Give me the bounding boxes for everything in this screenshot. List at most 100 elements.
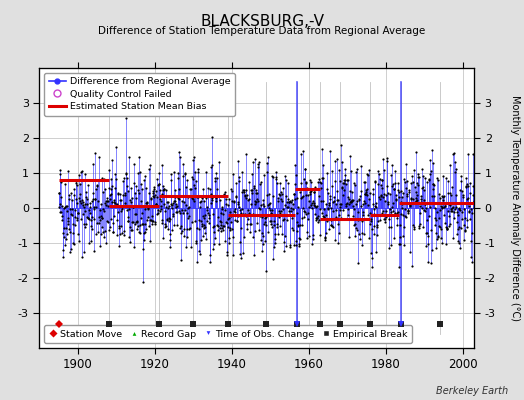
Point [289, 242, 298, 248]
Point [106, 224, 114, 231]
Point [96, 213, 105, 219]
Point [129, 160, 138, 167]
Point [183, 225, 191, 232]
Point [152, 201, 160, 208]
Point [275, 214, 283, 220]
Point [150, 186, 159, 192]
Point [229, 234, 237, 241]
Point [160, 200, 169, 207]
Point [231, 206, 239, 212]
Point [133, 218, 141, 224]
Point [154, 210, 162, 216]
Point [221, 238, 230, 244]
Point [303, 216, 312, 223]
Point [355, 216, 364, 222]
Point [159, 186, 167, 193]
Point [305, 191, 314, 197]
Point [99, 214, 107, 221]
Point [271, 236, 280, 242]
Point [439, 197, 447, 203]
Point [379, 156, 387, 162]
Point [57, 194, 66, 200]
Point [423, 259, 432, 266]
Point [402, 178, 411, 184]
Point [239, 189, 248, 196]
Point [122, 170, 130, 176]
Point [104, 219, 113, 225]
Point [175, 186, 183, 192]
Point [59, 230, 68, 236]
Point [195, 248, 203, 254]
Point [405, 206, 413, 213]
Point [327, 222, 335, 228]
Point [422, 205, 430, 212]
Point [304, 209, 312, 216]
Point [466, 216, 475, 222]
Point [209, 197, 217, 203]
Point [243, 192, 252, 198]
Point [299, 204, 307, 211]
Point [192, 239, 201, 246]
Point [232, 193, 240, 199]
Point [227, 213, 236, 219]
Point [74, 210, 82, 216]
Point [389, 180, 397, 187]
Point [177, 257, 185, 263]
Point [464, 182, 472, 189]
Point [252, 198, 260, 205]
Point [225, 234, 234, 241]
Point [417, 193, 425, 200]
Point [279, 184, 288, 191]
Point [190, 198, 198, 204]
Point [388, 204, 397, 211]
Point [61, 181, 69, 188]
Point [390, 186, 398, 192]
Point [198, 195, 206, 201]
Point [365, 196, 373, 202]
Point [362, 191, 370, 197]
Point [247, 187, 255, 193]
Point [249, 252, 258, 258]
Point [383, 154, 391, 161]
Point [180, 171, 189, 177]
Point [144, 204, 152, 211]
Point [295, 234, 303, 241]
Point [170, 198, 178, 204]
Point [196, 237, 205, 244]
Point [399, 232, 407, 239]
Point [323, 218, 331, 225]
Point [80, 249, 88, 255]
Point [358, 230, 366, 236]
Point [72, 180, 80, 186]
Point [379, 208, 388, 214]
Point [101, 186, 109, 192]
Point [444, 208, 452, 214]
Point [399, 190, 407, 196]
Point [140, 221, 149, 227]
Point [70, 241, 79, 248]
Point [214, 226, 223, 233]
Point [285, 208, 293, 214]
Point [455, 204, 463, 211]
Point [391, 197, 400, 204]
Point [244, 216, 252, 222]
Point [76, 191, 84, 197]
Point [140, 230, 148, 236]
Point [195, 199, 204, 206]
Point [292, 242, 300, 248]
Point [220, 192, 228, 199]
Point [294, 241, 303, 247]
Point [208, 194, 216, 201]
Point [120, 228, 128, 234]
Point [290, 191, 299, 197]
Point [379, 193, 387, 200]
Point [344, 206, 352, 212]
Point [360, 179, 368, 186]
Point [406, 202, 414, 208]
Point [400, 179, 409, 185]
Point [425, 213, 433, 219]
Point [193, 194, 202, 200]
Point [447, 206, 455, 212]
Point [301, 209, 309, 216]
Point [172, 202, 181, 209]
